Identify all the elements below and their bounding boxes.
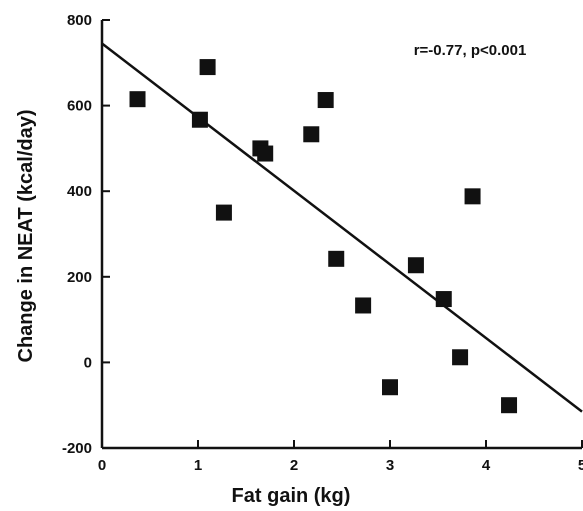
regression-line: [101, 42, 583, 413]
data-point: [328, 250, 345, 267]
data-point: [129, 91, 146, 108]
y-tick-label: 200: [67, 269, 92, 286]
x-tick-label: 1: [194, 457, 202, 474]
data-point: [215, 204, 232, 221]
data-point: [317, 92, 334, 109]
y-tick-label: 400: [67, 183, 92, 200]
x-tick-label: 0: [98, 457, 106, 474]
x-axis-title: Fat gain (kg): [232, 485, 351, 507]
y-tick-label: -200: [62, 440, 92, 457]
x-tick-label: 3: [386, 457, 394, 474]
data-point: [435, 291, 452, 308]
x-tick-label: 5: [578, 457, 583, 474]
axis-ticks: -200 0 200 400 600 800 0 1 2 3 4 5: [62, 12, 583, 474]
data-point: [355, 297, 372, 314]
y-tick-label: 600: [67, 98, 92, 115]
correlation-annotation: r=-0.77, p<0.001: [414, 42, 527, 59]
y-tick-label: 800: [67, 12, 92, 29]
y-tick-label: 0: [84, 354, 92, 371]
data-point: [501, 397, 518, 414]
data-point: [464, 188, 481, 205]
data-point: [452, 349, 469, 366]
data-point: [257, 145, 274, 162]
regression-line-layer: [101, 42, 583, 413]
data-point: [407, 257, 424, 274]
data-point: [303, 126, 320, 143]
plot-area: [100, 20, 582, 450]
x-tick-label: 4: [482, 457, 491, 474]
data-points: [129, 59, 518, 414]
data-point: [199, 59, 216, 76]
x-tick-label: 2: [290, 457, 298, 474]
y-axis-title: Change in NEAT (kcal/day): [15, 109, 37, 362]
data-point: [382, 379, 398, 396]
data-point: [191, 111, 208, 128]
